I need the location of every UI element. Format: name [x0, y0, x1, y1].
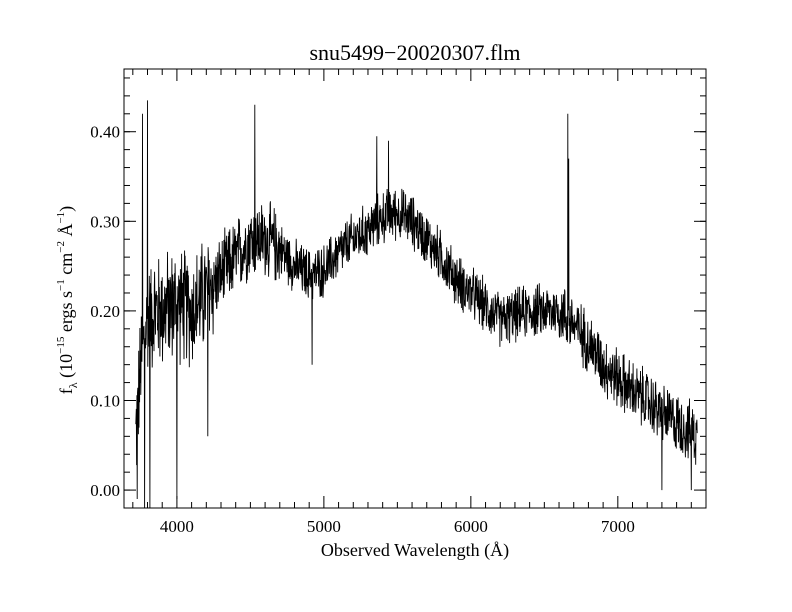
y-label-exp3: −2 [55, 241, 67, 253]
x-axis-label: Observed Wavelength (Å) [321, 540, 509, 561]
x-axis-ticks: 4000 5000 6000 7000 [132, 69, 707, 536]
x-tick-label: 7000 [601, 517, 635, 536]
y-label-f: f [56, 388, 76, 394]
y-tick-label: 0.20 [90, 302, 120, 321]
y-label-close: ) [56, 206, 77, 212]
y-axis-ticks: 0.00 0.10 0.20 0.30 0.40 [90, 77, 706, 500]
y-tick-label: 0.30 [90, 212, 120, 231]
y-label-cm: cm [56, 253, 76, 275]
x-tick-label: 5000 [307, 517, 341, 536]
spectrum-series-line [135, 100, 698, 509]
y-label-angstrom: Å [56, 224, 76, 237]
x-tick-label: 6000 [454, 517, 488, 536]
y-tick-label: 0.10 [90, 391, 120, 410]
y-label-exp2: −1 [55, 279, 67, 291]
y-tick-label: 0.00 [90, 481, 120, 500]
chart-title: snu5499−20020307.flm [309, 40, 520, 65]
y-label-exp1: −15 [55, 336, 67, 354]
y-label-exp4: −1 [55, 212, 67, 224]
y-label-lambda: λ [66, 382, 80, 388]
plot-frame [123, 68, 707, 509]
x-tick-label: 4000 [160, 517, 194, 536]
y-axis-label: fλ (10−15 ergs s−1 cm−2 Å−1) [55, 206, 80, 394]
y-tick-label: 0.40 [90, 123, 120, 142]
y-label-open: (10 [56, 354, 77, 378]
y-label-ergs: ergs s [56, 291, 76, 332]
